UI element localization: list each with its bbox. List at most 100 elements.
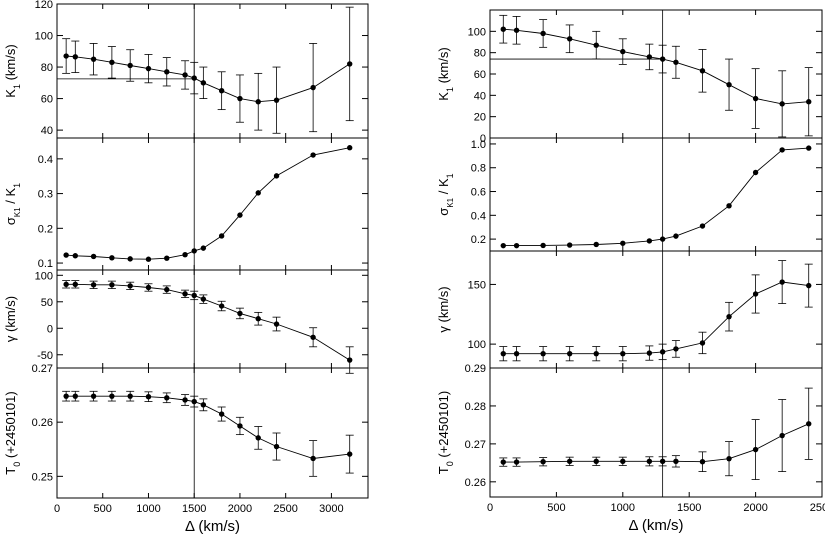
data-point (593, 42, 599, 48)
y-tick-label: 0.1 (38, 258, 53, 270)
data-point (127, 283, 133, 289)
data-point (513, 27, 520, 33)
data-point (779, 279, 785, 285)
data-point (109, 255, 115, 261)
y-tick-label: 0.4 (471, 210, 486, 222)
x-tick-label: 1500 (677, 502, 701, 514)
data-point (63, 281, 69, 288)
y-tick-label: 50 (41, 297, 53, 309)
x-axis-label: Δ (km/s) (628, 517, 683, 534)
data-point (752, 169, 759, 176)
data-point (659, 236, 666, 242)
x-tick-label: 0 (487, 502, 493, 514)
data-point (237, 212, 243, 218)
y-tick-label: 0.28 (465, 401, 486, 413)
data-point (90, 253, 97, 260)
data-point (347, 61, 353, 67)
y-tick-label: 40 (41, 125, 53, 137)
data-point (500, 242, 506, 249)
y-axis-label: T0 (+2450101) (3, 391, 22, 474)
y-tick-label: -50 (37, 350, 53, 362)
data-point (347, 451, 353, 457)
y-tick-label: 0.26 (465, 477, 486, 489)
y-tick-label: 0.27 (32, 363, 53, 375)
data-point (200, 402, 207, 408)
data-point (145, 394, 152, 400)
panel-frame (489, 367, 823, 498)
data-point (72, 281, 78, 288)
data-point (646, 350, 653, 356)
data-point (72, 54, 78, 60)
data-point (127, 256, 133, 262)
y-tick-label: 0 (47, 323, 53, 335)
data-point (513, 459, 520, 465)
data-point (255, 435, 261, 441)
y-tick-label: 0.8 (471, 163, 486, 175)
data-point (182, 72, 188, 78)
data-point (620, 240, 626, 246)
x-tick-label: 2500 (810, 502, 825, 514)
data-point (145, 284, 152, 291)
data-point (540, 242, 546, 249)
data-point (72, 253, 78, 259)
y-axis-label: T0 (+2450101) (436, 391, 455, 474)
data-point (566, 350, 573, 357)
data-point (200, 80, 207, 86)
data-point (273, 97, 280, 103)
panel-left-0: 40 60 80 100 120 K1 (km/s) (3, 0, 369, 139)
series-line (503, 147, 809, 247)
data-point (72, 393, 78, 399)
data-point (699, 68, 706, 74)
data-point (90, 282, 97, 288)
data-point (164, 255, 170, 261)
data-point (752, 446, 759, 453)
x-axis-label: Δ (km/s) (185, 518, 240, 535)
data-point (673, 59, 679, 65)
y-tick-label: 0.29 (465, 363, 486, 375)
series-line (503, 281, 809, 355)
data-point (646, 54, 653, 60)
data-point (310, 334, 316, 340)
data-point (127, 62, 133, 69)
data-point (806, 145, 812, 151)
data-point (646, 238, 653, 244)
data-point (273, 173, 280, 179)
y-tick-label: 120 (35, 0, 53, 11)
data-point (273, 321, 280, 327)
y-axis-label: γ (km/s) (3, 296, 18, 342)
data-point (500, 350, 506, 357)
x-tick-label: 1500 (182, 503, 206, 515)
y-axis-label: K1 (km/s) (436, 47, 455, 100)
data-point (109, 282, 115, 288)
data-point (273, 443, 280, 450)
panel-left-2: -50 0 50 100 γ (km/s) (3, 269, 369, 374)
data-point (347, 145, 353, 151)
data-point (310, 455, 316, 462)
data-point (593, 241, 599, 248)
data-point (699, 459, 706, 465)
data-point (109, 59, 115, 66)
panels-layer: 40 60 80 100 120 K1 (km/s) 0.1 0.2 0.3 0.4 σK1 / K… (3, 0, 825, 535)
data-point (726, 313, 732, 320)
y-axis-label: γ (km/s) (436, 286, 451, 332)
data-point (779, 101, 785, 107)
series-line (66, 55, 350, 103)
series-line (66, 147, 350, 260)
data-point (726, 203, 732, 209)
y-tick-label: 0.26 (32, 417, 53, 429)
data-point (673, 346, 679, 352)
data-point (182, 291, 188, 297)
panel-right-3: 0.26 0.27 0.28 0.29 0 500 1000 1500 2000 2500 Δ (k… (436, 363, 825, 534)
x-tick-label: 1000 (611, 502, 635, 514)
data-point (806, 282, 812, 289)
data-point (90, 393, 97, 399)
y-tick-label: 1.0 (471, 139, 486, 151)
data-point (218, 88, 225, 94)
data-point (237, 310, 243, 317)
data-point (500, 459, 506, 465)
data-point (191, 398, 197, 405)
data-point (659, 458, 666, 465)
y-tick-label: 0.3 (38, 189, 53, 201)
series-line (66, 283, 350, 361)
